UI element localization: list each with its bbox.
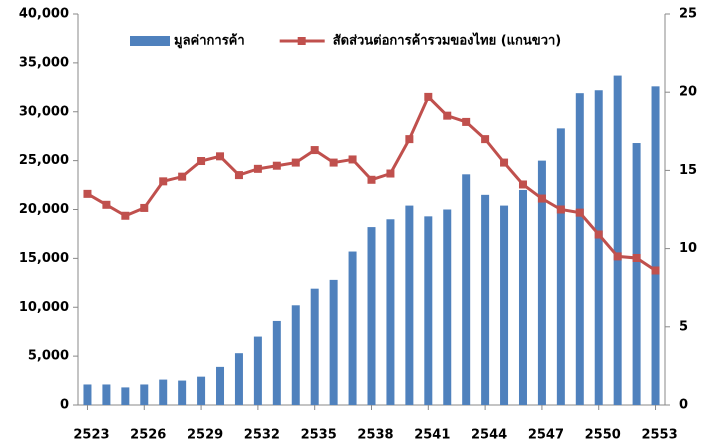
x-tick-label: 2529 <box>187 428 223 443</box>
x-tick-label: 2553 <box>641 428 677 443</box>
line-marker <box>613 252 622 261</box>
line-marker <box>159 177 168 186</box>
line-marker <box>575 208 584 217</box>
y2-tick-label: 25 <box>679 7 697 22</box>
x-tick-label: 2523 <box>73 428 109 443</box>
line-marker <box>140 203 149 212</box>
x-tick-label: 2547 <box>528 428 564 443</box>
y-tick-label: 5,000 <box>28 349 69 364</box>
bar <box>613 75 622 406</box>
line-marker <box>651 266 660 275</box>
bar <box>424 216 433 405</box>
bar <box>234 353 243 405</box>
line-marker <box>367 175 376 184</box>
line-marker <box>405 135 414 144</box>
x-tick-label: 2532 <box>244 428 280 443</box>
line-marker <box>83 189 92 198</box>
bar <box>253 336 262 405</box>
bar <box>386 219 395 405</box>
y2-tick-label: 0 <box>679 398 688 413</box>
bar <box>594 90 603 406</box>
line-marker <box>594 230 603 239</box>
line-marker <box>178 172 187 181</box>
bar <box>159 379 168 405</box>
line-marker <box>291 158 300 167</box>
bar <box>329 279 338 405</box>
legend-swatch <box>130 36 170 46</box>
bar <box>102 384 111 405</box>
legend-label: มูลค่าการค้า <box>174 33 245 49</box>
line-marker <box>310 146 319 155</box>
y2-tick-label: 5 <box>679 319 688 334</box>
line-marker <box>197 157 206 166</box>
x-tick-label: 2538 <box>357 428 393 443</box>
bar <box>197 376 206 405</box>
x-tick-label: 2526 <box>130 428 166 443</box>
bar <box>651 86 660 406</box>
line-marker <box>272 161 281 170</box>
bar <box>83 384 92 405</box>
bar <box>405 205 414 405</box>
bar <box>462 174 471 405</box>
bar <box>518 189 527 405</box>
line-marker <box>386 169 395 178</box>
y-tick-label: 10,000 <box>19 300 69 315</box>
line-marker <box>537 194 546 203</box>
bar <box>310 288 319 405</box>
bar <box>216 366 225 405</box>
line-marker <box>102 200 111 209</box>
y2-tick-label: 15 <box>679 163 697 178</box>
bar <box>556 128 565 405</box>
bar <box>272 320 281 405</box>
y-tick-label: 20,000 <box>19 202 69 217</box>
legend-label: สัดส่วนต่อการค้ารวมของไทย (แกนขวา) <box>333 32 562 49</box>
y-tick-label: 40,000 <box>19 7 69 22</box>
line-marker <box>216 152 225 161</box>
y2-tick-label: 10 <box>679 241 697 256</box>
line-marker <box>234 171 243 180</box>
line-marker <box>556 205 565 214</box>
x-tick-label: 2550 <box>585 428 621 443</box>
y-tick-label: 0 <box>60 398 69 413</box>
bar <box>121 387 130 405</box>
line-marker <box>481 135 490 144</box>
line-marker <box>443 111 452 120</box>
line-marker <box>348 155 357 164</box>
bar <box>140 384 149 405</box>
bar <box>291 305 300 405</box>
line-marker <box>462 117 471 126</box>
line-marker <box>500 158 509 167</box>
y-tick-label: 25,000 <box>19 153 69 168</box>
x-tick-label: 2541 <box>414 428 450 443</box>
bar <box>500 205 509 405</box>
line-marker <box>424 92 433 101</box>
y-tick-label: 15,000 <box>19 251 69 266</box>
y-tick-label: 30,000 <box>19 104 69 119</box>
line-marker <box>121 211 130 220</box>
line-marker <box>253 164 262 173</box>
bar <box>367 227 376 405</box>
legend-marker <box>297 37 306 45</box>
bar <box>537 160 546 405</box>
y-tick-label: 35,000 <box>19 55 69 70</box>
bar <box>575 93 584 406</box>
line-marker <box>329 158 338 167</box>
bar <box>178 380 187 405</box>
bar <box>632 143 641 405</box>
bar <box>348 251 357 405</box>
bar <box>443 209 452 405</box>
x-tick-label: 2535 <box>301 428 337 443</box>
x-tick-label: 2544 <box>471 428 507 443</box>
line-marker <box>632 253 641 262</box>
y2-tick-label: 20 <box>679 85 697 100</box>
line-marker <box>518 180 527 189</box>
bar <box>481 194 490 405</box>
